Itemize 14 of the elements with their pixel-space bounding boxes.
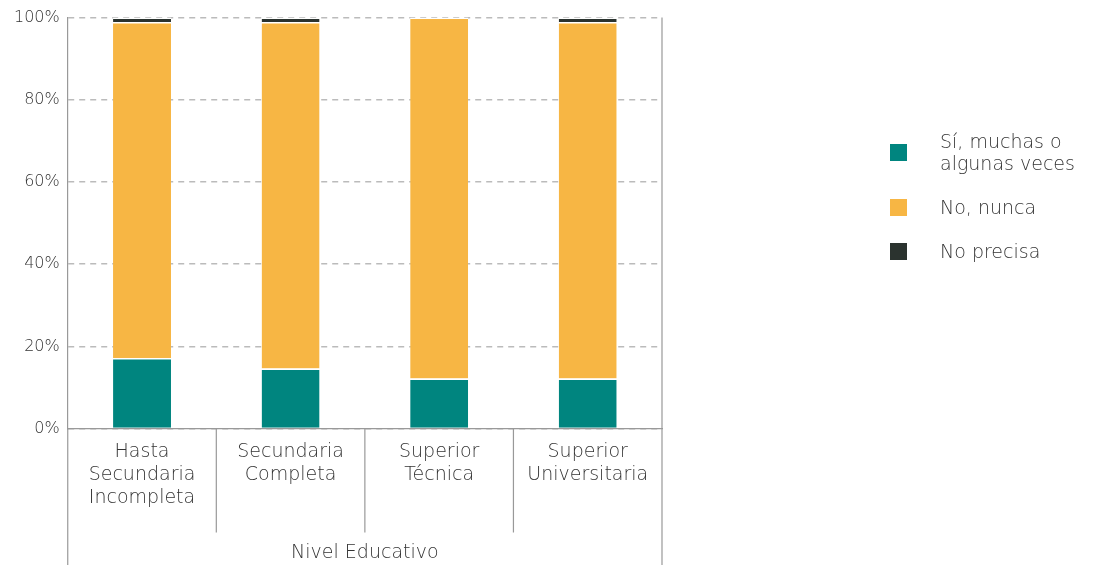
y-tick-label: 20% xyxy=(24,335,60,355)
legend-label: No, nunca xyxy=(940,196,1037,218)
legend-label: Sí, muchas o algunas veces xyxy=(940,130,1076,174)
x-tick-label: Hasta Secundaria Incompleta xyxy=(88,438,196,507)
x-axis-title: Nivel Educativo xyxy=(291,540,439,563)
x-tick-label: Superior Técnica xyxy=(398,438,480,484)
y-tick-label: 0% xyxy=(34,417,60,437)
y-tick-label: 100% xyxy=(13,6,60,26)
y-tick-label: 40% xyxy=(24,253,60,273)
x-tick-label: Superior Universitaria xyxy=(527,438,649,484)
y-tick-label: 60% xyxy=(24,171,60,191)
legend-label: No precisa xyxy=(940,240,1041,262)
y-tick-label: 80% xyxy=(24,88,60,108)
x-tick-label: Secundaria Completa xyxy=(237,438,344,484)
